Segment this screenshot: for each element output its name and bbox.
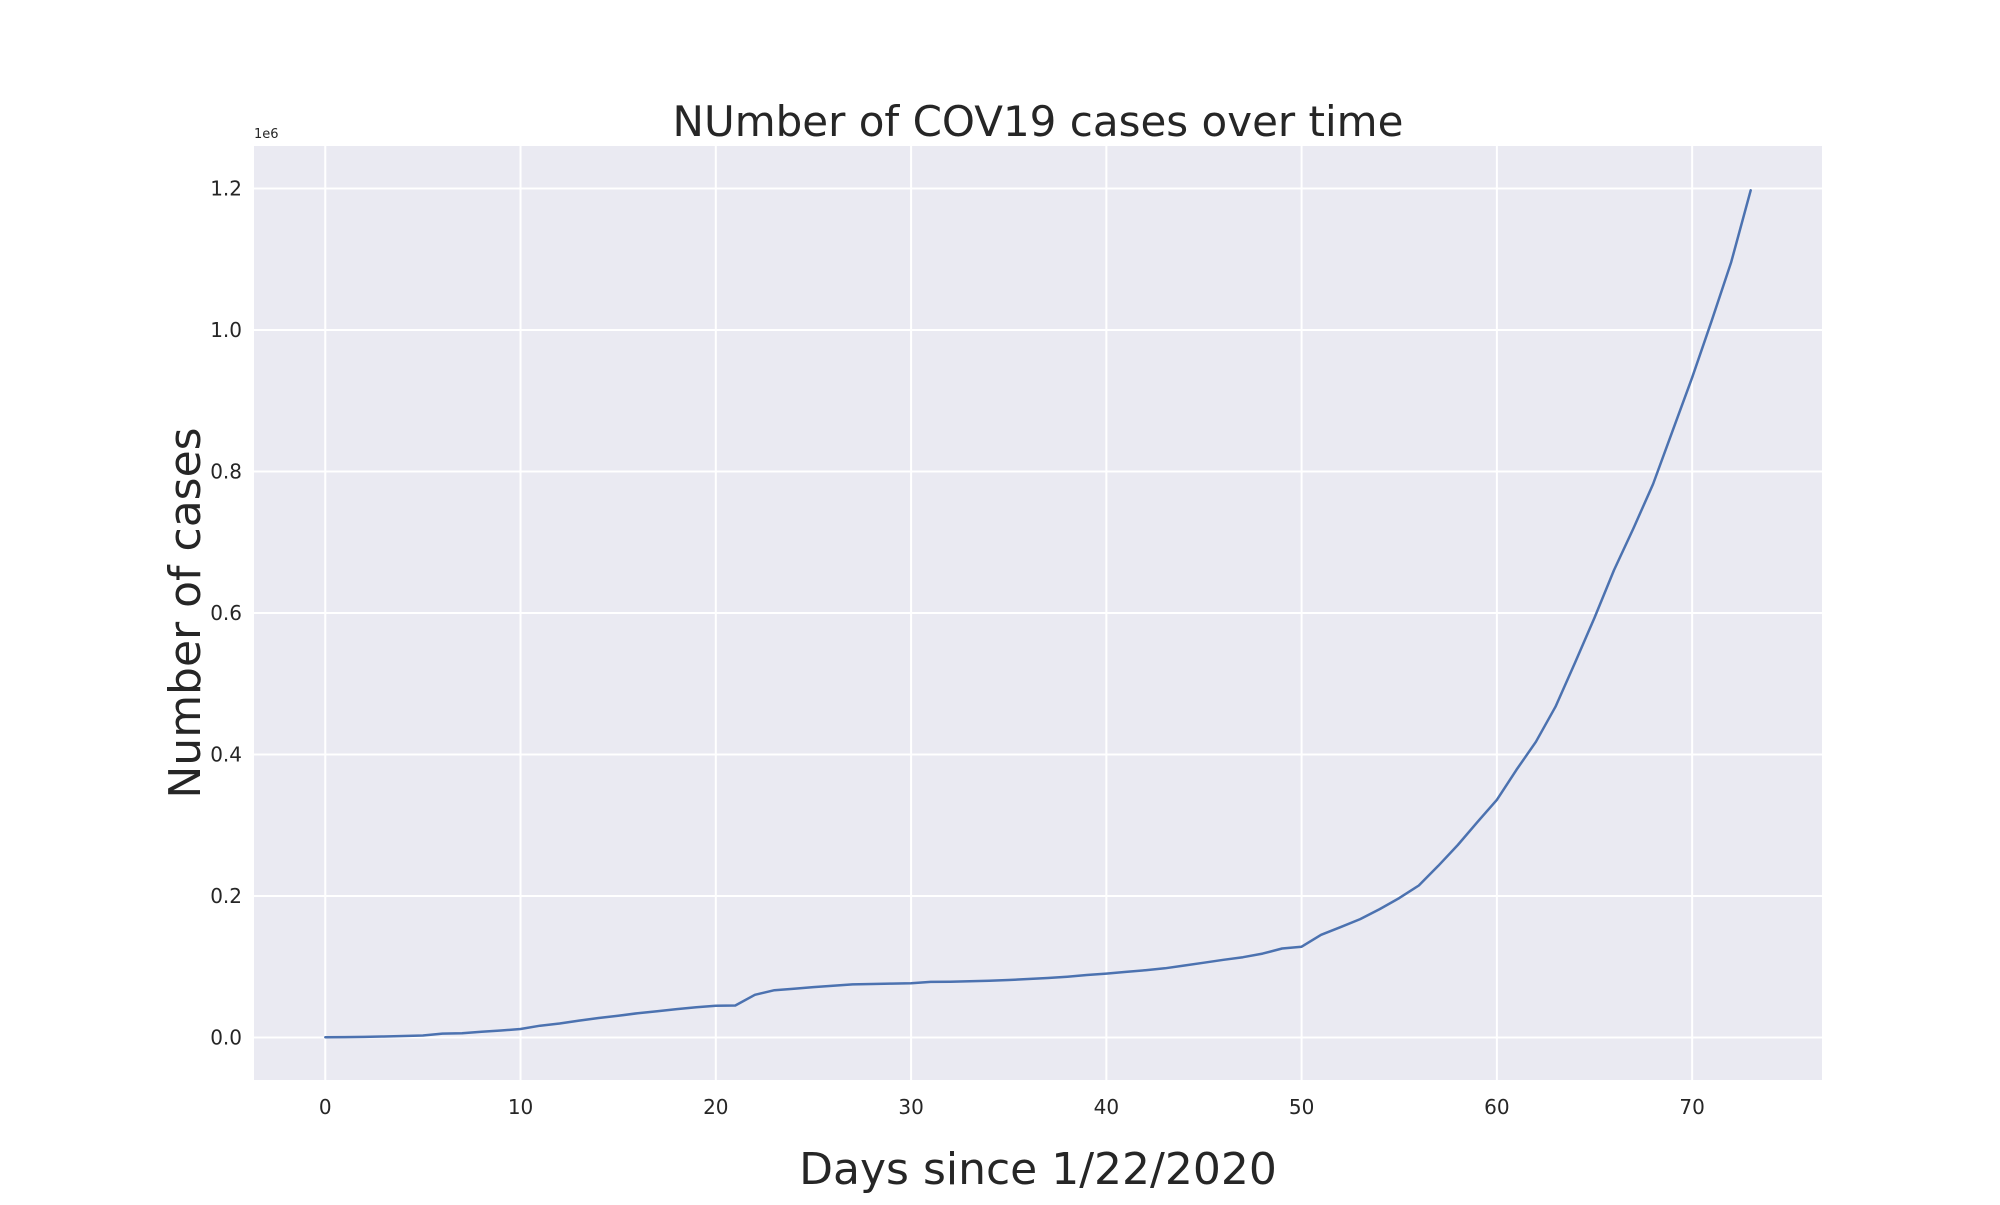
chart-title: NUmber of COV19 cases over time [673,97,1404,146]
x-tick-label: 50 [1289,1095,1314,1119]
y-tick-label: 0.8 [210,459,242,483]
y-tick-label: 0.2 [210,884,242,908]
x-tick-label: 70 [1679,1095,1704,1119]
x-tick-label: 60 [1484,1095,1509,1119]
y-axis-label: Number of cases [160,427,211,798]
series-layer [324,189,1752,1039]
x-tick-label: 40 [1094,1095,1119,1119]
y-tick-label: 1.2 [210,176,242,200]
y-tick-label: 0.0 [210,1026,242,1050]
x-axis-label: Days since 1/22/2020 [799,1144,1277,1195]
y-grid [254,187,1822,1039]
x-tick-label: 0 [319,1095,332,1119]
x-tick-labels: 0 10 20 30 40 50 60 70 [319,1095,1705,1119]
y-tick-label: 0.4 [210,743,242,767]
x-tick-label: 10 [508,1095,533,1119]
y-tick-labels: 0.0 0.2 0.4 0.6 0.8 1.0 1.2 [210,176,242,1049]
y-tick-label: 0.6 [210,601,242,625]
x-tick-label: 20 [703,1095,728,1119]
y-tick-label: 1.0 [210,318,242,342]
x-tick-label: 30 [898,1095,923,1119]
y-offset-label: 1e6 [254,127,279,142]
series-line [324,189,1752,1039]
